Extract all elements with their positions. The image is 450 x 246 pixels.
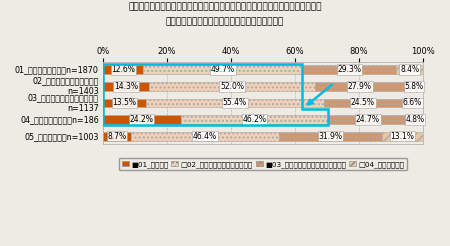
Text: 賃金は働いた時間より成果に基づいて決めるべき: 賃金は働いた時間より成果に基づいて決めるべき bbox=[166, 17, 284, 26]
Bar bbox=[103, 82, 149, 91]
Bar bbox=[103, 99, 146, 107]
Bar bbox=[180, 115, 328, 124]
Text: 4.8%: 4.8% bbox=[405, 115, 425, 124]
Bar bbox=[405, 82, 423, 91]
Text: 13.5%: 13.5% bbox=[112, 98, 137, 108]
Text: 6.6%: 6.6% bbox=[403, 98, 422, 108]
Text: 14.3%: 14.3% bbox=[114, 82, 138, 91]
Bar bbox=[324, 99, 402, 107]
Text: 27.9%: 27.9% bbox=[348, 82, 372, 91]
Text: 24.2%: 24.2% bbox=[130, 115, 154, 124]
Text: 5.8%: 5.8% bbox=[404, 82, 423, 91]
Text: 49.7%: 49.7% bbox=[211, 65, 235, 74]
Text: 31.9%: 31.9% bbox=[319, 132, 342, 141]
Text: 24.7%: 24.7% bbox=[356, 115, 380, 124]
Text: 8.7%: 8.7% bbox=[108, 132, 126, 141]
Text: 46.4%: 46.4% bbox=[193, 132, 217, 141]
Text: 13.1%: 13.1% bbox=[391, 132, 414, 141]
Bar bbox=[103, 132, 131, 140]
Bar bbox=[131, 132, 279, 140]
Legend: ■01_そう思う, □02_どちらかといえばそう思う, ■03_どちらかといえばそう思わない, □04_そう思わない: ■01_そう思う, □02_どちらかといえばそう思う, ■03_どちらかといえば… bbox=[119, 158, 407, 170]
Text: あなたは、企業が今後どのような人事管理の方针を持つべきであると思いますか: あなたは、企業が今後どのような人事管理の方针を持つべきであると思いますか bbox=[128, 2, 322, 12]
Bar bbox=[279, 132, 382, 140]
Bar bbox=[396, 65, 423, 74]
Text: 29.3%: 29.3% bbox=[338, 65, 361, 74]
Text: 8.4%: 8.4% bbox=[400, 65, 419, 74]
Bar bbox=[103, 115, 180, 124]
Bar bbox=[146, 99, 324, 107]
Bar bbox=[402, 99, 423, 107]
Bar bbox=[144, 65, 302, 74]
Bar bbox=[382, 132, 423, 140]
Bar bbox=[103, 65, 144, 74]
Bar bbox=[149, 82, 315, 91]
Text: 24.5%: 24.5% bbox=[351, 98, 375, 108]
Text: 55.4%: 55.4% bbox=[223, 98, 247, 108]
Text: 46.2%: 46.2% bbox=[243, 115, 266, 124]
Text: 52.0%: 52.0% bbox=[220, 82, 244, 91]
Bar bbox=[302, 65, 396, 74]
Bar bbox=[407, 115, 423, 124]
Bar bbox=[328, 115, 407, 124]
Text: 12.6%: 12.6% bbox=[111, 65, 135, 74]
Bar bbox=[315, 82, 405, 91]
